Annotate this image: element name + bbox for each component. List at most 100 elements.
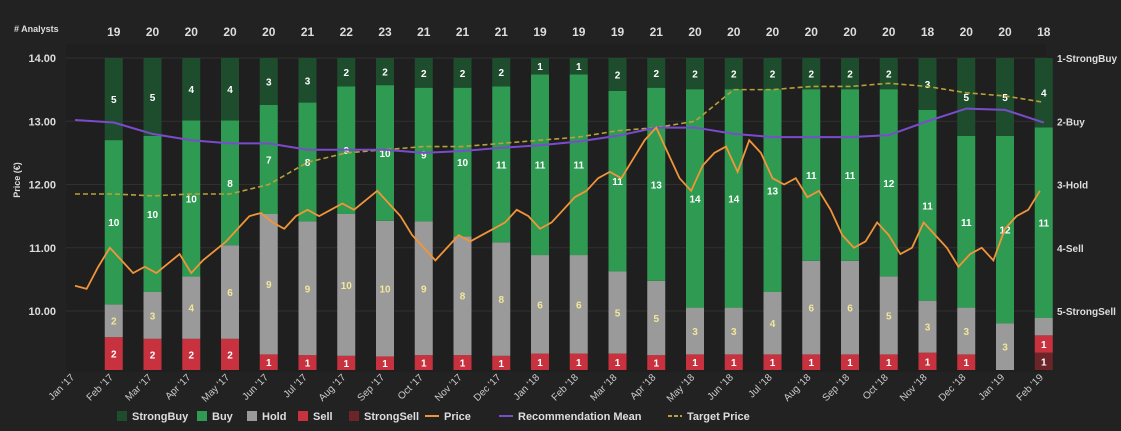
- bar-hold-20: [879, 276, 898, 355]
- analyst-count-label: 19: [611, 25, 625, 39]
- bar-sell-5: [298, 355, 317, 370]
- bar-label-hold: 2: [111, 317, 117, 328]
- bar-hold-12: [569, 255, 588, 354]
- bar-label-hold: 6: [576, 300, 582, 311]
- analyst-count-label: 20: [960, 25, 974, 39]
- legend-label: StrongSell: [364, 411, 419, 423]
- bar-label-hold: 9: [266, 280, 272, 291]
- x-tick-label: Nov '17: [433, 372, 465, 404]
- right-axis-label: 2-Buy: [1057, 117, 1085, 128]
- bar-strongbuy-2: [182, 58, 201, 121]
- bar-hold-21: [918, 300, 937, 353]
- bar-hold-8: [414, 221, 433, 356]
- bar-label-strongsell: 1: [1041, 357, 1047, 368]
- bar-label-strongbuy: 2: [343, 68, 349, 79]
- bar-strongbuy-0: [104, 58, 123, 141]
- bar-strongbuy-9: [453, 58, 472, 88]
- bar-label-hold: 3: [150, 311, 156, 322]
- bar-hold-22: [957, 307, 976, 355]
- bar-strongbuy-6: [337, 58, 356, 87]
- bar-hold-9: [453, 236, 472, 356]
- legend-swatch-buy: [197, 411, 207, 421]
- bar-label-strongbuy: 5: [150, 93, 156, 104]
- bar-sell-24: [1034, 335, 1053, 353]
- plot-area: [66, 44, 1046, 372]
- bar-buy-5: [298, 102, 317, 222]
- bar-buy-24: [1034, 127, 1053, 318]
- x-tick-label: Apr '18: [628, 372, 658, 402]
- bar-label-strongbuy: 3: [925, 80, 931, 91]
- bar-hold-3: [221, 245, 239, 339]
- bar-hold-2: [182, 276, 201, 339]
- legend-label: StrongBuy: [132, 411, 189, 423]
- x-tick-label: Jan '19: [977, 372, 1008, 403]
- right-axis-label: 3-Hold: [1057, 181, 1088, 192]
- legend-label: Target Price: [687, 411, 750, 423]
- bar-label-hold: 6: [227, 288, 233, 299]
- analyst-count-label: 21: [650, 25, 664, 39]
- legend-label: Hold: [262, 411, 286, 423]
- x-tick-label: Nov '18: [898, 372, 930, 404]
- analyst-count-label: 21: [456, 25, 470, 39]
- x-tick-label: Jul '18: [747, 372, 775, 400]
- analyst-count-label: 20: [688, 25, 702, 39]
- bar-sell-14: [647, 355, 666, 370]
- bar-sell-22: [957, 354, 976, 370]
- bar-label-buy: 14: [728, 194, 740, 205]
- bar-label-buy: 11: [1038, 219, 1049, 230]
- x-tick-label: Aug '18: [782, 372, 814, 404]
- x-tick-label: Jan '17: [47, 372, 78, 403]
- bar-buy-22: [957, 136, 976, 308]
- x-tick-label: Sep '17: [356, 372, 388, 404]
- analyst-count-label: 22: [340, 25, 354, 39]
- bar-label-sell: 1: [692, 358, 698, 369]
- bar-label-buy: 11: [573, 161, 584, 172]
- bar-label-buy: 12: [999, 226, 1011, 237]
- bar-label-strongbuy: 2: [498, 68, 504, 79]
- x-tick-label: Jul '17: [282, 372, 310, 400]
- bar-strongbuy-19: [841, 58, 859, 90]
- bar-buy-11: [531, 74, 549, 256]
- bar-hold-19: [841, 260, 859, 355]
- bar-label-strongbuy: 5: [963, 93, 969, 104]
- bar-label-hold: 5: [615, 309, 621, 320]
- bar-buy-9: [453, 87, 472, 237]
- bar-label-hold: 3: [925, 323, 931, 334]
- x-tick-label: Jun '17: [241, 372, 272, 403]
- bar-hold-4: [259, 214, 278, 355]
- bar-strongbuy-12: [569, 58, 588, 75]
- x-tick-label: Dec '18: [937, 372, 969, 404]
- analyst-count-label: 20: [805, 25, 819, 39]
- legend-label: Buy: [212, 411, 234, 423]
- bar-label-sell: 1: [1041, 340, 1047, 351]
- bar-hold-23: [996, 323, 1014, 370]
- bar-label-buy: 11: [535, 161, 546, 172]
- right-axis-label: 1-StrongBuy: [1057, 54, 1117, 65]
- analyst-count-label: 19: [533, 25, 547, 39]
- bar-label-buy: 9: [421, 151, 427, 162]
- bar-label-strongbuy: 5: [111, 95, 117, 106]
- y-axis-title: Price (€): [12, 162, 22, 198]
- bar-strongbuy-11: [531, 58, 549, 75]
- bar-label-strongbuy: 2: [615, 70, 621, 81]
- bar-label-buy: 10: [108, 218, 120, 229]
- bar-strongbuy-23: [996, 58, 1014, 136]
- target-price-line: [75, 82, 1044, 197]
- bar-buy-15: [686, 89, 704, 308]
- bar-buy-21: [918, 110, 937, 301]
- bar-label-sell: 1: [615, 358, 621, 369]
- bar-label-sell: 1: [847, 358, 853, 369]
- bar-sell-0: [104, 337, 123, 370]
- bar-label-sell: 1: [266, 358, 272, 369]
- bar-label-hold: 3: [731, 327, 737, 338]
- bar-label-buy: 13: [651, 180, 663, 191]
- x-tick-label: Dec '17: [472, 372, 504, 404]
- bar-sell-1: [143, 338, 162, 370]
- y-tick-label: 11.00: [29, 243, 56, 255]
- bar-label-buy: 10: [457, 158, 469, 169]
- analysts-header: # Analysts: [14, 24, 59, 34]
- bar-sell-12: [569, 353, 588, 370]
- bar-sell-18: [802, 354, 821, 370]
- bar-label-sell: 1: [537, 358, 543, 369]
- bar-buy-16: [724, 89, 743, 308]
